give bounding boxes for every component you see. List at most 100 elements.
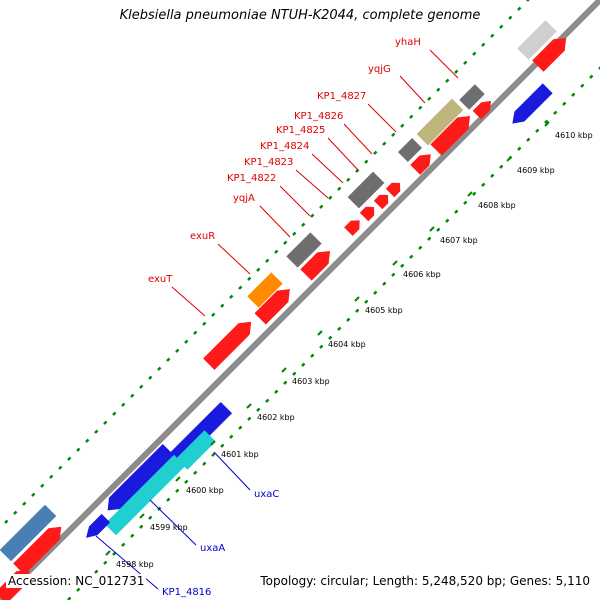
- outer-track-dot: [220, 303, 225, 308]
- inner-track-dot: [472, 191, 477, 196]
- kbp-label: 4600 kbp: [186, 486, 224, 495]
- outer-track-dot: [202, 321, 207, 326]
- gene-blue-mid-shape: [107, 443, 175, 511]
- gene-KP1_4827: [430, 116, 470, 156]
- kbp-tick-mark: [210, 440, 216, 446]
- outer-track-dot: [418, 105, 423, 110]
- gene-left-red-1: [13, 526, 62, 575]
- label-leader-lines: [95, 49, 459, 590]
- kbp-tick-mark: [392, 260, 398, 266]
- outer-track-dot: [103, 420, 108, 425]
- inner-track-dot: [256, 407, 261, 412]
- gene-label-exuR: exuR: [190, 231, 215, 242]
- leader-exuR: [217, 243, 251, 275]
- kbp-tick-mark: [354, 296, 360, 302]
- inner-track-dot: [454, 209, 459, 214]
- kbp-tick-mark: [139, 513, 145, 519]
- gene-KP1_4824: [373, 194, 389, 210]
- outer-track-dot: [130, 393, 135, 398]
- gene-KP1_4822: [344, 220, 360, 236]
- inner-track-dot: [166, 497, 171, 502]
- outer-track-dot: [373, 150, 378, 155]
- gene-label-yhaH: yhaH: [395, 37, 421, 48]
- inner-track-dot: [544, 119, 549, 124]
- outer-track-dot: [508, 15, 513, 20]
- outer-track-dot: [229, 294, 234, 299]
- inner-track-dot: [175, 488, 180, 493]
- gene-gray-4824: [347, 171, 385, 209]
- outer-track-dot: [247, 276, 252, 281]
- inner-track-dot: [220, 443, 225, 448]
- gene-label-KP1_4823: KP1_4823: [244, 157, 293, 168]
- gene-yqjG: [472, 100, 492, 120]
- inner-track-dot: [310, 353, 315, 358]
- kbp-tick-mark: [544, 121, 550, 127]
- inner-track-dot: [481, 182, 486, 187]
- inner-track-dot: [445, 218, 450, 223]
- inner-track-dot: [580, 83, 585, 88]
- gene-gray-top: [517, 20, 557, 60]
- gene-steelblue-shape: [0, 504, 57, 562]
- gene-KP1_4824-shape: [373, 194, 389, 210]
- gene-orange-exuR-shape: [247, 272, 283, 308]
- inner-track-dot: [409, 254, 414, 259]
- inner-track-dot: [526, 137, 531, 142]
- inner-track-dot: [463, 200, 468, 205]
- outer-track-dot: [121, 402, 126, 407]
- kbp-label: 4598 kbp: [116, 560, 154, 569]
- outer-track-dot: [4, 519, 9, 524]
- inner-track-dot: [94, 569, 99, 574]
- inner-track-dot: [436, 227, 441, 232]
- inner-track-dot: [364, 299, 369, 304]
- gene-KP1_4825: [385, 182, 401, 198]
- outer-dotted-track: [4, 0, 530, 524]
- outer-track-dot: [454, 69, 459, 74]
- gene-label-KP1_4816: KP1_4816: [162, 587, 211, 598]
- outer-track-dot: [112, 411, 117, 416]
- inner-track-dot: [265, 398, 270, 403]
- inner-track-dot: [427, 236, 432, 241]
- outer-track-dot: [283, 240, 288, 245]
- outer-track-dot: [382, 141, 387, 146]
- inner-track-dot: [211, 452, 216, 457]
- kbp-label: 4602 kbp: [257, 413, 295, 422]
- kbp-label: 4603 kbp: [292, 377, 330, 386]
- outer-track-dot: [265, 258, 270, 263]
- gene-uxaC-outer: [165, 401, 233, 469]
- gene-yhaH: [532, 37, 567, 72]
- gene-KP1_4826: [410, 154, 431, 175]
- inner-track-dot: [490, 173, 495, 178]
- outer-track-dot: [94, 429, 99, 434]
- inner-track-dot: [517, 146, 522, 151]
- gene-steelblue: [0, 504, 57, 562]
- gene-cyan-upper: [176, 430, 216, 470]
- inner-track-dot: [148, 515, 153, 520]
- outer-track-dot: [364, 159, 369, 164]
- outer-track-dot: [391, 132, 396, 137]
- inner-track-dot: [121, 542, 126, 547]
- outer-track-dot: [409, 114, 414, 119]
- inner-track-dot: [319, 344, 324, 349]
- accession-value: NC_012731: [75, 574, 145, 588]
- inner-track-dot: [274, 389, 279, 394]
- gene-uxaC-outer-shape: [165, 401, 233, 469]
- gene-KP1_4823-shape: [359, 206, 375, 222]
- outer-track-dot: [346, 177, 351, 182]
- gene-label-KP1_4825: KP1_4825: [276, 125, 325, 136]
- gene-label-yqjG: yqjG: [368, 64, 391, 75]
- gene-KP1_4826-shape: [410, 154, 431, 175]
- gene-yqjA: [300, 250, 331, 281]
- outer-track-dot: [85, 438, 90, 443]
- gene-blue-mid: [107, 443, 175, 511]
- inner-track-dot: [229, 434, 234, 439]
- kbp-label: 4601 kbp: [221, 450, 259, 459]
- inner-track-dot: [382, 281, 387, 286]
- outer-track-dot: [526, 0, 530, 2]
- inner-track-dot: [76, 587, 81, 592]
- kbp-label: 4608 kbp: [478, 201, 516, 210]
- outer-track-dot: [193, 330, 198, 335]
- gene-label-KP1_4824: KP1_4824: [260, 141, 309, 152]
- gene-gray-yqjA-shape: [286, 232, 322, 268]
- gene-blue-right-shape: [512, 83, 553, 124]
